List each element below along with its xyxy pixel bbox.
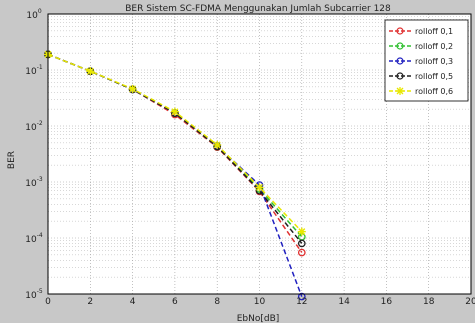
legend-label: rolloff 0,6: [415, 87, 453, 96]
star-stroke: [396, 87, 404, 95]
series-point-1: [297, 248, 306, 257]
legend-marker: [396, 87, 404, 95]
series-point-5: [297, 227, 306, 236]
series-point-5: [128, 84, 137, 93]
y-axis-label: BER: [7, 151, 17, 169]
x-tick-label: 20: [465, 297, 475, 307]
x-tick-label: 16: [381, 297, 393, 307]
star-stroke: [129, 85, 137, 93]
legend-marker: [396, 72, 404, 80]
chart-title: BER Sistem SC-FDMA Menggunakan Jumlah Su…: [125, 4, 391, 14]
series-point-5: [213, 140, 222, 149]
star-stroke: [171, 108, 179, 116]
legend-marker: [396, 27, 404, 35]
x-tick-label: 10: [254, 297, 266, 307]
star-stroke: [213, 141, 221, 149]
legend: rolloff 0,1 rolloff 0,2 rolloff 0,3 rolloff…: [384, 19, 469, 102]
x-tick-label: 12: [296, 297, 307, 307]
series-point-3: [297, 292, 306, 301]
legend-label: rolloff 0,2: [415, 42, 453, 51]
legend-marker: [396, 57, 404, 65]
x-tick-label: 8: [214, 297, 220, 307]
x-axis-ticks: 0 2 4 6 8 10 12 14 16 18 20: [45, 297, 475, 307]
star-stroke: [256, 183, 263, 191]
series-point-5: [86, 67, 95, 76]
x-tick-label: 18: [423, 297, 435, 307]
star-stroke: [298, 228, 306, 236]
x-tick-label: 14: [338, 297, 350, 307]
series-point-4: [297, 239, 306, 248]
x-axis-label: EbNo[dB]: [237, 314, 280, 323]
x-tick-label: 6: [172, 297, 178, 307]
series-layer: [44, 50, 306, 301]
legend-label: rolloff 0,3: [415, 57, 453, 66]
x-tick-label: 0: [45, 297, 51, 307]
series-point-5: [255, 183, 264, 192]
plot-frame: [47, 13, 472, 295]
x-tick-label: 2: [87, 297, 93, 307]
legend-marker: [396, 42, 404, 50]
series-point-5: [170, 107, 179, 116]
legend-label: rolloff 0,1: [415, 27, 453, 36]
legend-label: rolloff 0,5: [415, 72, 453, 81]
x-tick-label: 4: [130, 297, 136, 307]
star-stroke: [86, 67, 94, 75]
